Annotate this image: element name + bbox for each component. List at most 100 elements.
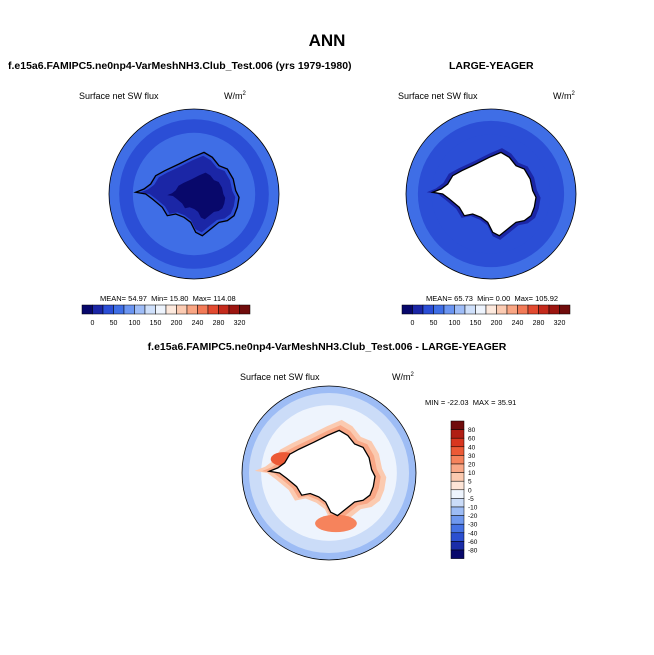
obs-map (405, 108, 577, 280)
colorbar-box (450, 429, 465, 439)
colorbar-tick-label: 50 (110, 320, 118, 327)
obs-panel-title: LARGE-YEAGER (449, 60, 534, 72)
colorbar-tick-label: 60 (468, 436, 476, 443)
colorbar-box (123, 304, 135, 315)
obs-units-label: W/m2 (553, 91, 575, 101)
test-units-label: W/m2 (224, 91, 246, 101)
colorbar-tick-label: 100 (449, 320, 461, 327)
coastline (266, 429, 376, 517)
colorbar-tick-label: 5 (468, 479, 472, 486)
colorbar-box (450, 446, 465, 456)
colorbar-box (186, 304, 198, 315)
map-boundary (241, 385, 417, 561)
map-boundary (405, 108, 577, 280)
colorbar-box (559, 304, 571, 315)
colorbar-tick-label: 320 (554, 320, 566, 327)
colorbar-tick-label: -20 (468, 513, 478, 520)
colorbar-tick-label: 0 (91, 320, 95, 327)
colorbar-tick-label: 0 (468, 487, 472, 494)
colorbar-box (450, 549, 465, 559)
colorbar-tick-label: 280 (533, 320, 545, 327)
map-boundary (108, 108, 280, 280)
colorbar-box (517, 304, 529, 315)
colorbar-box (92, 304, 104, 315)
colorbar-box (113, 304, 125, 315)
test-map (108, 108, 280, 280)
colorbar-tick-label: 10 (468, 470, 476, 477)
colorbar-box (454, 304, 466, 315)
colorbar-box (450, 523, 465, 534)
colorbar-box (81, 304, 93, 315)
colorbar-tick-label: 40 (468, 444, 476, 451)
colorbar-box (485, 304, 497, 315)
colorbar-tick-label: -60 (468, 539, 478, 546)
colorbar-box (134, 304, 146, 315)
colorbar-box (443, 304, 455, 315)
colorbar-box (450, 498, 465, 508)
colorbar-box (450, 489, 465, 499)
diff-stats: MIN = -22.03 MAX = 35.91 (425, 398, 517, 407)
colorbar-box (207, 304, 219, 315)
test-colorbar: 0 50 100 150 200 240 280 320 (81, 304, 251, 327)
colorbar-box (475, 304, 487, 315)
map-region-5 (167, 172, 226, 220)
colorbar-box (144, 304, 156, 315)
colorbar-tick-label: -80 (468, 548, 478, 555)
page-title: ANN (308, 31, 346, 50)
map-region-6 (315, 514, 357, 533)
diff-field-label: Surface net SW flux (240, 372, 320, 382)
diff-units-label: W/m2 (392, 372, 414, 382)
colorbar-box (412, 304, 424, 315)
obs-stats: MEAN= 65.73 Min= 0.00 Max= 105.92 (426, 294, 559, 303)
colorbar-box (496, 304, 508, 315)
colorbar-box (433, 304, 445, 315)
colorbar-box (506, 304, 518, 315)
colorbar-box (538, 304, 550, 315)
colorbar-box (450, 541, 465, 551)
colorbar-box (228, 304, 240, 315)
colorbar-box (450, 463, 465, 473)
obs-colorbar: 0 50 100 150 200 240 280 320 (401, 304, 571, 327)
colorbar-tick-label: 150 (150, 320, 162, 327)
colorbar-tick-label: 100 (129, 320, 141, 327)
colorbar-box (548, 304, 560, 315)
colorbar-box (450, 437, 465, 448)
colorbar-tick-label: 50 (430, 320, 438, 327)
colorbar-box (165, 304, 177, 315)
diff-map (241, 385, 417, 561)
colorbar-box (450, 455, 465, 465)
colorbar-box (450, 506, 465, 516)
colorbar-tick-label: 20 (468, 462, 476, 469)
colorbar-tick-label: -5 (468, 496, 474, 503)
test-panel-title: f.e15a6.FAMIPC5.ne0np4-VarMeshNH3.Club_T… (8, 60, 352, 72)
colorbar-box (197, 304, 209, 315)
test-field-label: Surface net SW flux (79, 91, 159, 101)
colorbar-tick-label: 150 (470, 320, 482, 327)
colorbar-tick-label: -40 (468, 530, 478, 537)
colorbar-box (176, 304, 188, 315)
coastline (430, 151, 537, 237)
colorbar-box (527, 304, 539, 315)
colorbar-tick-label: 30 (468, 453, 476, 460)
colorbar-box (102, 304, 114, 315)
colorbar-box (450, 480, 465, 491)
colorbar-tick-label: -10 (468, 505, 478, 512)
test-stats: MEAN= 54.97 Min= 15.80 Max= 114.08 (100, 294, 236, 303)
colorbar-box (464, 304, 476, 315)
obs-field-label: Surface net SW flux (398, 91, 478, 101)
colorbar-box (239, 304, 251, 315)
diff-panel-title: f.e15a6.FAMIPC5.ne0np4-VarMeshNH3.Club_T… (147, 341, 507, 353)
colorbar-tick-label: 320 (234, 320, 246, 327)
colorbar-box (450, 532, 465, 542)
colorbar-box (450, 420, 465, 430)
coastline (133, 151, 240, 237)
colorbar-tick-label: 200 (491, 320, 503, 327)
colorbar-box (218, 304, 230, 315)
colorbar-box (401, 304, 413, 315)
colorbar-tick-label: 0 (411, 320, 415, 327)
colorbar-box (450, 472, 465, 482)
colorbar-tick-label: 80 (468, 427, 476, 434)
colorbar-tick-label: -30 (468, 522, 478, 529)
colorbar-tick-label: 240 (512, 320, 524, 327)
